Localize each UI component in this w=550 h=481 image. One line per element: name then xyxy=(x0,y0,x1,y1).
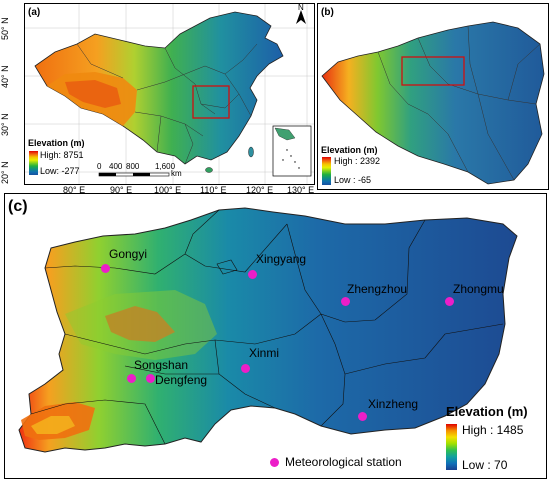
legend-ramp-b xyxy=(322,157,331,185)
legend-title-b: Elevation (m) xyxy=(321,145,378,155)
lon-tick-80: 80° E xyxy=(63,185,86,195)
lon-tick-130: 130° E xyxy=(287,185,315,195)
lat-tick-30: 30° N xyxy=(0,113,10,136)
station-xinzheng-label: Xinzheng xyxy=(368,397,419,411)
lon-tick-90: 90° E xyxy=(110,185,133,195)
china-landmass xyxy=(34,11,284,165)
station-dengfeng-dot xyxy=(146,374,155,383)
county-borders xyxy=(30,209,504,445)
panel-a-label: (a) xyxy=(28,7,41,18)
station-zhongmu-dot xyxy=(445,297,454,306)
scale-tick-2: 800 xyxy=(126,162,140,171)
china-elevation-map xyxy=(25,4,314,184)
lon-tick-120: 120° E xyxy=(246,185,274,195)
panel-b-region-map: (b) Elevation (m) High : 2392 Low : -65 xyxy=(317,3,549,190)
station-xingyang-label: Xingyang xyxy=(256,252,307,266)
study-area-elevation-map xyxy=(18,207,518,453)
station-zhengzhou-dot xyxy=(341,297,350,306)
station-xingyang-dot xyxy=(248,270,257,279)
lon-tick-110: 110° E xyxy=(200,185,227,195)
lon-tick-100: 100° E xyxy=(154,185,182,195)
legend-low-c: Low : 70 xyxy=(462,458,508,472)
north-arrow-icon xyxy=(296,10,306,24)
scale-bar xyxy=(98,172,170,177)
lat-tick-40: 40° N xyxy=(0,65,10,88)
legend-low-b: Low : -65 xyxy=(334,175,372,185)
panel-c-study-area-map: (c) Gongyi Xingyang Zhengzhou Zhongmu So… xyxy=(4,193,547,479)
station-legend-label: Meteorological station xyxy=(285,455,402,469)
station-songshan-dot xyxy=(127,374,136,383)
study-area-box-a xyxy=(192,85,230,119)
legend-title-a: Elevation (m) xyxy=(28,138,85,148)
scale-tick-0: 0 xyxy=(97,162,102,171)
legend-high-c: High : 1485 xyxy=(462,423,524,437)
lat-tick-20: 20° N xyxy=(0,161,10,184)
region-elevation-map xyxy=(321,21,545,185)
station-legend-dot xyxy=(270,458,279,467)
panel-c-label: (c) xyxy=(8,198,28,215)
scale-tick-3: 1,600 xyxy=(155,162,176,171)
station-xinmi-label: Xinmi xyxy=(249,346,280,360)
legend-high-a: High: 8751 xyxy=(40,150,84,160)
north-label: N xyxy=(298,3,304,12)
station-zhongmu-label: Zhongmu xyxy=(453,282,504,296)
panel-b-label: (b) xyxy=(321,7,334,18)
station-xinzheng-dot xyxy=(358,412,367,421)
legend-ramp-c xyxy=(446,424,457,470)
station-xinmi-dot xyxy=(241,364,250,373)
station-gongyi-label: Gongyi xyxy=(109,247,148,261)
legend-title-c: Elevation (m) xyxy=(446,404,528,419)
songshan-relief xyxy=(105,306,175,342)
legend-high-b: High : 2392 xyxy=(334,156,381,166)
lat-tick-50: 50° N xyxy=(0,17,10,40)
station-songshan-label: Songshan xyxy=(134,358,189,372)
station-gongyi-dot xyxy=(101,264,110,273)
panel-a-china-map: (a) N Elevation (m) High: 8751 Low: -277… xyxy=(24,3,315,185)
legend-ramp-a xyxy=(29,151,38,175)
station-dengfeng-label: Dengfeng xyxy=(155,373,208,387)
station-zhengzhou-label: Zhengzhou xyxy=(347,282,408,296)
study-area-box-b xyxy=(401,56,465,86)
scale-unit: km xyxy=(171,169,182,178)
scale-tick-1: 400 xyxy=(109,162,123,171)
legend-low-a: Low: -277 xyxy=(40,166,80,176)
